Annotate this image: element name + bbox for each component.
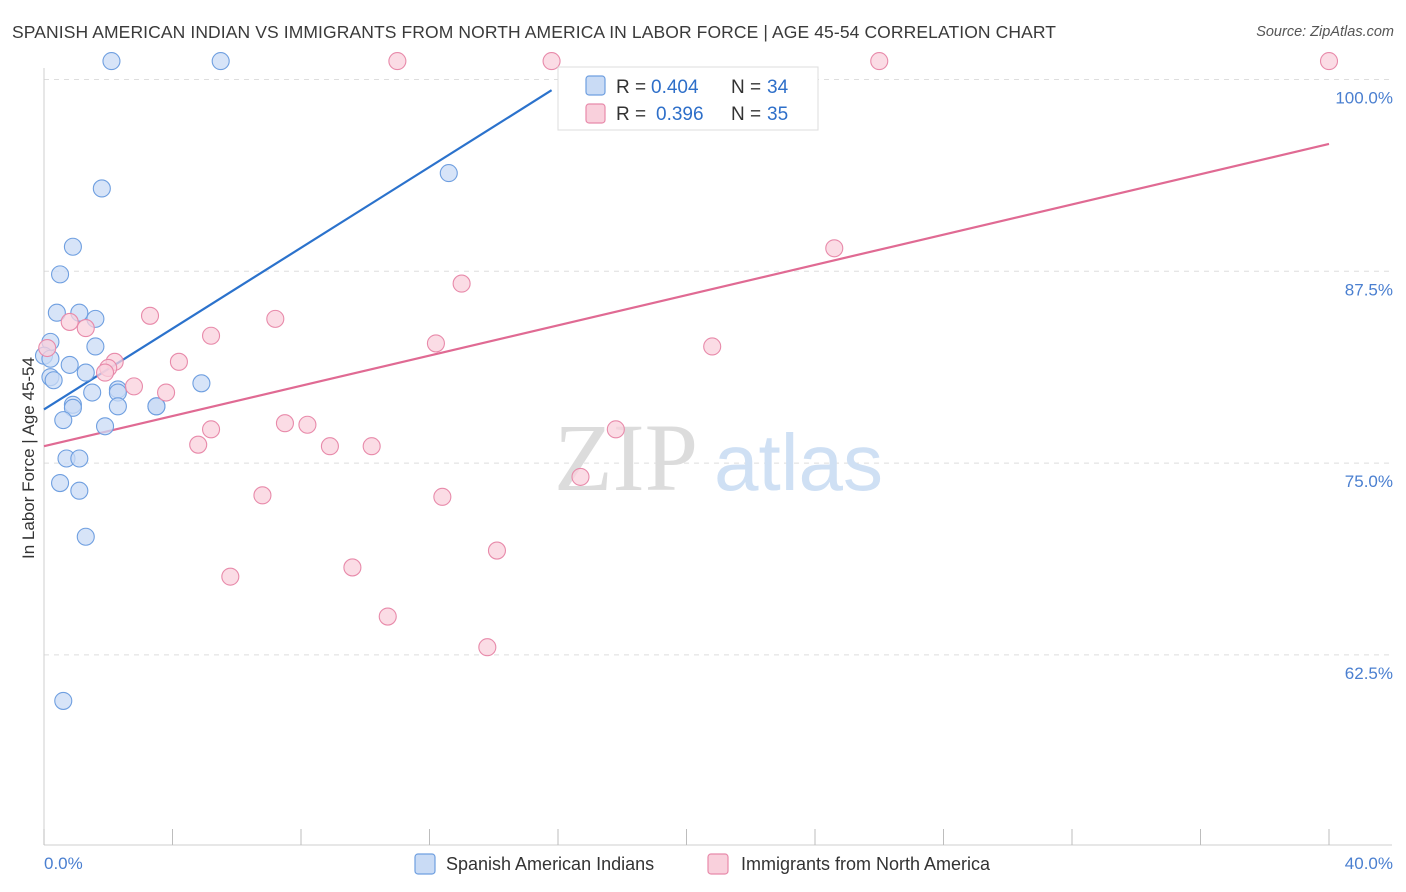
series-legend-label-2: Immigrants from North America xyxy=(741,854,991,874)
watermark-zip: ZIP xyxy=(554,404,698,511)
y-tick-label: 75.0% xyxy=(1345,472,1393,491)
point-spanish-american-indians xyxy=(54,411,73,430)
point-immigrants-north-america xyxy=(221,567,240,586)
point-spanish-american-indians xyxy=(108,397,127,416)
point-immigrants-north-america xyxy=(478,638,497,657)
point-spanish-american-indians xyxy=(44,371,63,390)
point-immigrants-north-america xyxy=(606,420,625,439)
point-immigrants-north-america xyxy=(542,52,561,71)
point-spanish-american-indians xyxy=(51,265,70,284)
x-ticks xyxy=(43,829,1330,845)
point-immigrants-north-america xyxy=(189,435,208,454)
point-immigrants-north-america xyxy=(76,319,95,338)
axes xyxy=(43,68,1392,846)
point-immigrants-north-america xyxy=(202,420,221,439)
legend-r-label-2: R = xyxy=(616,104,646,125)
point-immigrants-north-america xyxy=(124,377,143,396)
point-immigrants-north-america xyxy=(60,312,79,331)
point-spanish-american-indians xyxy=(86,337,105,356)
point-immigrants-north-america xyxy=(388,52,407,71)
point-immigrants-north-america xyxy=(253,486,272,505)
point-immigrants-north-america xyxy=(426,334,445,353)
watermark-atlas: atlas xyxy=(714,418,883,507)
legend-n-label-1: N = xyxy=(731,77,761,98)
watermark: ZIP atlas xyxy=(554,404,883,511)
series-legend-swatch-blue xyxy=(414,853,436,875)
point-immigrants-north-america xyxy=(362,437,381,456)
trendline-immigrants-north-america xyxy=(43,142,1330,448)
point-immigrants-north-america xyxy=(320,437,339,456)
point-spanish-american-indians xyxy=(147,397,166,416)
series-legend-swatch-pink xyxy=(707,853,729,875)
point-spanish-american-indians xyxy=(51,473,70,493)
y-tick-label: 87.5% xyxy=(1345,280,1393,299)
point-spanish-american-indians xyxy=(95,417,115,436)
point-immigrants-north-america xyxy=(95,363,115,382)
point-immigrants-north-america xyxy=(275,414,294,433)
point-immigrants-north-america xyxy=(487,541,507,560)
legend-r-value-1: 0.404 xyxy=(651,77,699,98)
series-legend-label-1: Spanish American Indians xyxy=(446,854,654,874)
legend-n-value-2: 35 xyxy=(767,104,788,125)
point-immigrants-north-america xyxy=(157,383,176,402)
point-immigrants-north-america xyxy=(169,352,188,371)
point-immigrants-north-america xyxy=(202,326,221,345)
point-immigrants-north-america xyxy=(825,239,844,258)
point-spanish-american-indians xyxy=(83,383,102,402)
x-tick-label-min: 0.0% xyxy=(44,854,83,873)
y-axis-label: In Labor Force | Age 45-54 xyxy=(19,357,38,559)
point-spanish-american-indians xyxy=(63,398,82,417)
point-spanish-american-indians xyxy=(63,237,82,256)
legend-swatch-blue xyxy=(585,75,606,96)
point-immigrants-north-america xyxy=(870,52,889,71)
point-spanish-american-indians xyxy=(211,52,230,71)
point-immigrants-north-america xyxy=(343,558,362,577)
x-tick-label-max: 40.0% xyxy=(1345,854,1393,873)
point-immigrants-north-america xyxy=(38,338,57,358)
y-tick-labels: 62.5% 75.0% 87.5% 100.0% xyxy=(1335,89,1393,683)
point-spanish-american-indians xyxy=(60,355,79,374)
point-spanish-american-indians xyxy=(54,691,73,710)
point-immigrants-north-america xyxy=(433,487,452,506)
point-immigrants-north-america xyxy=(703,337,722,356)
legend-r-value-2: 0.396 xyxy=(656,104,704,125)
point-immigrants-north-america xyxy=(298,415,317,434)
point-spanish-american-indians xyxy=(192,374,211,393)
trendline-spanish-american-indians xyxy=(43,89,553,411)
point-spanish-american-indians xyxy=(102,52,121,71)
point-immigrants-north-america xyxy=(571,467,590,486)
point-immigrants-north-america xyxy=(1319,52,1339,71)
legend-n-value-1: 34 xyxy=(767,77,789,98)
series-legend: Spanish American Indians Immigrants from… xyxy=(414,853,991,875)
point-immigrants-north-america xyxy=(452,274,471,293)
data-points xyxy=(34,52,1339,710)
point-immigrants-north-america xyxy=(266,309,285,328)
point-spanish-american-indians xyxy=(70,449,89,468)
y-tick-label: 100.0% xyxy=(1335,89,1393,108)
y-tick-label: 62.5% xyxy=(1345,664,1393,683)
point-spanish-american-indians xyxy=(76,527,95,546)
point-spanish-american-indians xyxy=(70,481,89,500)
point-spanish-american-indians xyxy=(439,164,458,183)
point-immigrants-north-america xyxy=(140,306,160,325)
correlation-legend: R = 0.404 N = 34 R = 0.396 N = 35 xyxy=(557,66,819,131)
chart-source: Source: ZipAtlas.com xyxy=(1256,24,1394,40)
legend-swatch-pink xyxy=(585,103,606,124)
trendlines xyxy=(43,89,1330,448)
point-spanish-american-indians xyxy=(92,179,111,198)
point-spanish-american-indians xyxy=(47,303,66,322)
legend-n-label-2: N = xyxy=(731,104,761,125)
legend-r-label-1: R = xyxy=(616,77,646,98)
point-spanish-american-indians xyxy=(76,363,95,382)
gridlines xyxy=(44,79,1392,656)
chart-title: SPANISH AMERICAN INDIAN VS IMMIGRANTS FR… xyxy=(12,22,1057,42)
point-immigrants-north-america xyxy=(378,607,397,626)
